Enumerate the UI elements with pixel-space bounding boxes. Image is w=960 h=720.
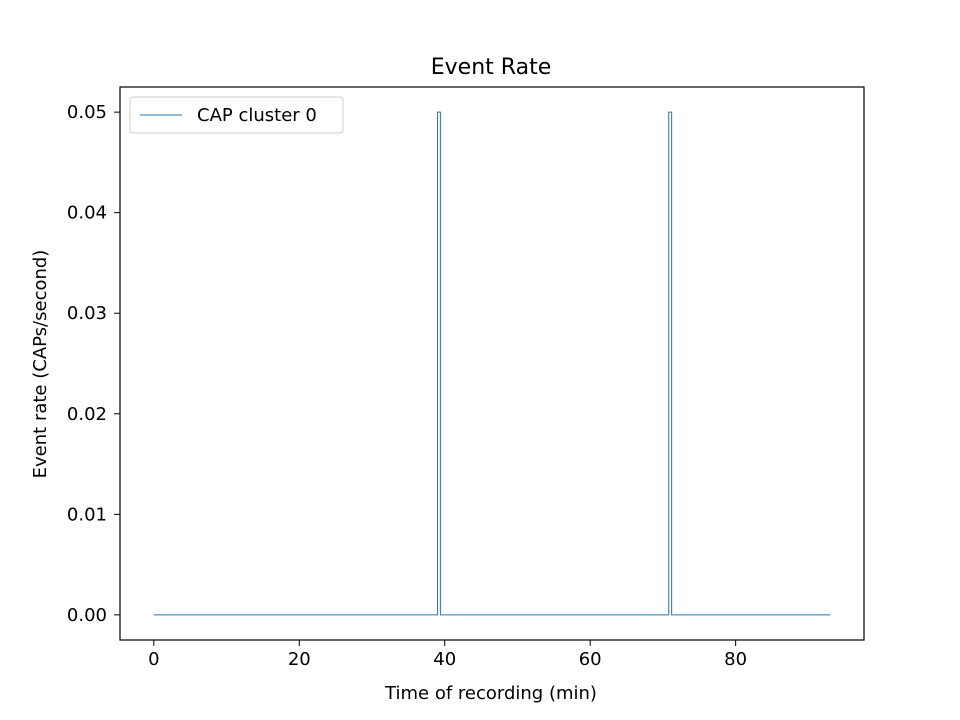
x-axis-ticks: 0 20 40 60 80 [148,640,747,670]
chart-title: Event Rate [431,55,551,80]
x-tick-label: 0 [148,649,159,670]
y-tick-label: 0.02 [67,404,107,425]
y-tick-label: 0.00 [67,605,107,626]
y-tick-label: 0.05 [67,102,107,123]
y-tick-label: 0.04 [67,203,107,224]
x-tick-label: 80 [724,649,747,670]
x-tick-label: 60 [579,649,602,670]
legend-label: CAP cluster 0 [197,105,317,126]
series-line-0 [153,111,831,616]
plot-frame [119,86,865,641]
x-tick-label: 20 [288,649,311,670]
y-axis-ticks: 0.00 0.01 0.02 0.03 0.04 0.05 [67,102,120,626]
x-tick-label: 40 [433,649,456,670]
y-axis-label: Event rate (CAPs/second) [30,250,51,479]
x-axis-label: Time of recording (min) [384,683,597,704]
y-tick-label: 0.03 [67,303,107,324]
plot-area [119,86,865,641]
legend: CAP cluster 0 [129,96,344,134]
y-tick-label: 0.01 [67,504,107,525]
legend-box [129,96,344,134]
